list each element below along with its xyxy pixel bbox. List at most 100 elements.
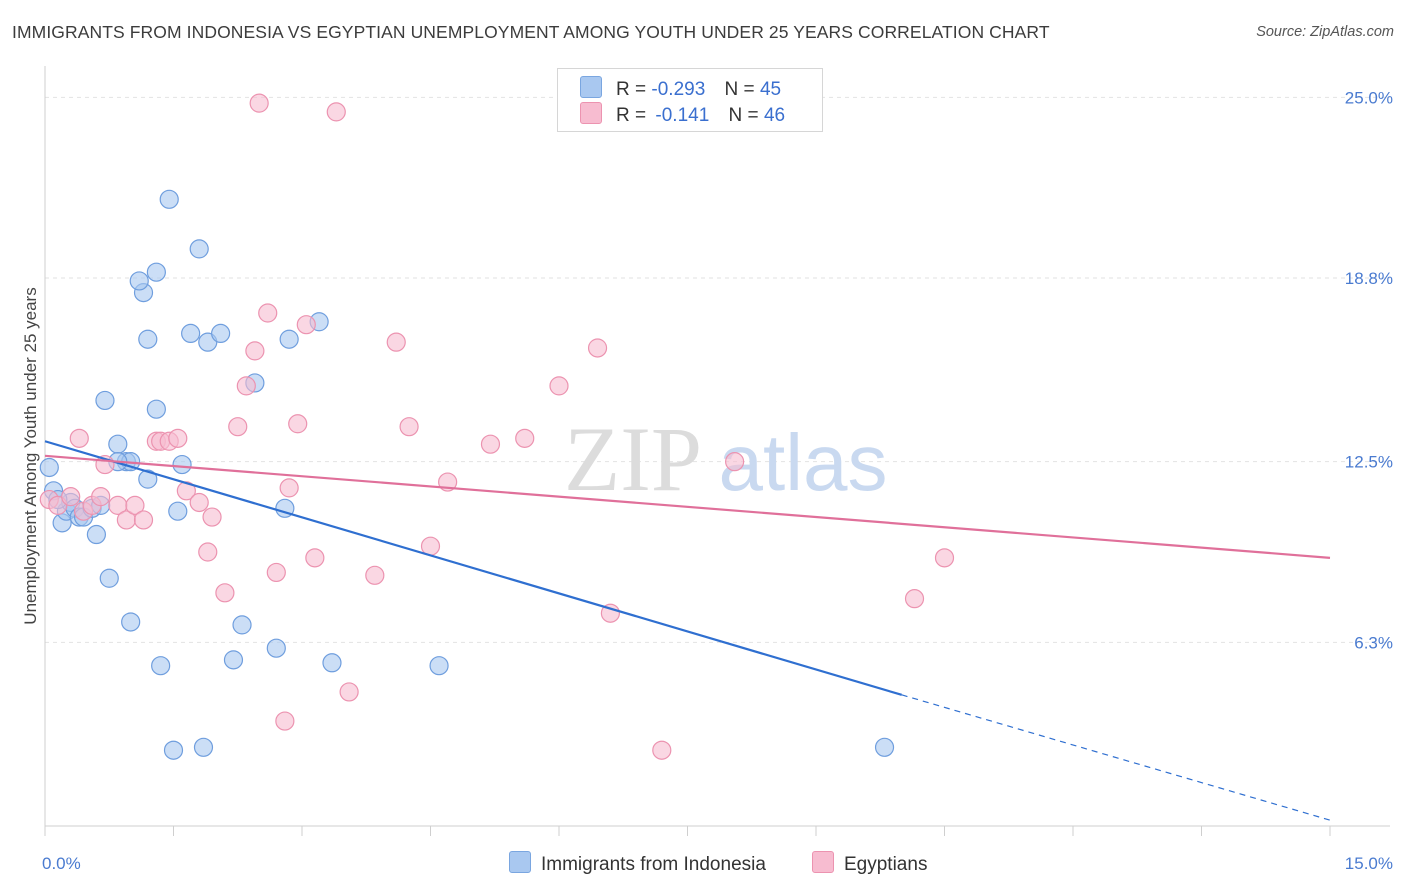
point-egyptians <box>365 565 385 585</box>
bottom-legend-label-indonesia: Immigrants from Indonesia <box>541 854 766 875</box>
data-points <box>39 93 955 760</box>
point-egyptians <box>587 338 608 358</box>
legend-r-value: -0.293 <box>651 79 706 100</box>
point-egyptians <box>189 492 209 513</box>
bottom-legend-swatch-egyptians <box>812 851 834 873</box>
point-egyptians <box>515 428 535 448</box>
point-indonesia <box>232 615 252 635</box>
point-egyptians <box>386 332 406 352</box>
point-indonesia <box>189 239 209 259</box>
point-egyptians <box>236 376 256 396</box>
point-indonesia <box>168 501 188 521</box>
point-egyptians <box>339 682 359 702</box>
source-label: Source: ZipAtlas.com <box>1256 24 1394 40</box>
trend-line-indonesia-extension <box>901 694 1331 821</box>
legend-swatch-egyptians <box>580 102 602 124</box>
point-indonesia <box>138 329 158 349</box>
point-indonesia <box>146 262 166 282</box>
point-indonesia <box>146 399 166 419</box>
point-egyptians <box>198 542 218 562</box>
point-egyptians <box>296 315 316 335</box>
watermark-zip: ZIP <box>564 408 702 510</box>
point-egyptians <box>69 428 89 448</box>
y-tick-label: 12.5% <box>1345 453 1393 472</box>
legend-n-label: N = <box>728 105 759 126</box>
point-egyptians <box>934 548 955 568</box>
trend-line-indonesia <box>44 440 902 696</box>
grid-lines <box>45 96 1390 643</box>
point-egyptians <box>249 93 269 113</box>
point-indonesia <box>108 434 128 454</box>
point-egyptians <box>245 341 265 361</box>
point-egyptians <box>904 589 925 609</box>
point-indonesia <box>322 653 342 673</box>
watermark-atlas: atlas <box>719 418 888 507</box>
point-indonesia <box>86 524 107 545</box>
point-indonesia <box>279 329 299 349</box>
point-egyptians <box>326 102 346 122</box>
point-egyptians <box>549 376 569 396</box>
point-indonesia <box>163 740 184 760</box>
point-egyptians <box>133 510 154 530</box>
point-indonesia <box>95 390 115 411</box>
point-indonesia <box>266 638 286 658</box>
point-egyptians <box>288 414 308 434</box>
point-egyptians <box>202 507 222 527</box>
point-egyptians <box>725 452 745 472</box>
legend-n-label: N = <box>724 79 755 100</box>
point-egyptians <box>258 303 278 323</box>
point-indonesia <box>172 454 192 475</box>
point-egyptians <box>305 548 325 568</box>
point-egyptians <box>652 740 672 760</box>
point-indonesia <box>138 469 158 489</box>
y-tick-label: 25.0% <box>1345 88 1393 107</box>
legend-n-value: 46 <box>763 105 786 126</box>
point-egyptians <box>215 583 235 603</box>
legend-row-egyptians: R = -0.141 N = 46 <box>580 102 785 126</box>
point-indonesia <box>129 271 149 291</box>
legend: R = -0.293 N = 45 R = -0.141 N = 46 <box>557 68 823 132</box>
legend-n-value: 45 <box>759 79 782 100</box>
bottom-legend-indonesia: Immigrants from Indonesia <box>509 851 766 876</box>
point-indonesia <box>181 323 201 344</box>
point-egyptians <box>125 495 145 515</box>
point-indonesia <box>151 656 171 676</box>
point-egyptians <box>600 603 621 623</box>
legend-row-indonesia: R = -0.293 N = 45 <box>580 76 781 100</box>
point-indonesia <box>99 568 119 588</box>
trend-lines <box>44 440 1331 821</box>
legend-r-label: R = <box>616 105 647 126</box>
tick-labels: 6.3% 12.5% 18.8% 25.0% 0.0% 15.0% <box>42 88 1393 873</box>
bottom-legend-egyptians: Egyptians <box>812 851 927 876</box>
point-egyptians <box>275 711 295 731</box>
legend-swatch-indonesia <box>580 76 602 98</box>
point-indonesia <box>211 323 231 344</box>
point-egyptians <box>279 478 299 498</box>
y-tick-label: 18.8% <box>1345 269 1393 288</box>
point-egyptians <box>228 417 248 437</box>
point-egyptians <box>176 481 196 501</box>
point-indonesia <box>121 612 141 632</box>
legend-r-value: -0.141 <box>655 105 710 126</box>
point-indonesia <box>159 189 179 209</box>
y-axis-label: Unemployment Among Youth under 25 years <box>21 287 40 624</box>
point-egyptians <box>91 487 111 507</box>
x-tick-label: 0.0% <box>42 854 81 873</box>
point-egyptians <box>480 434 501 454</box>
point-indonesia <box>874 737 895 757</box>
point-indonesia <box>193 737 214 757</box>
watermark: ZIP atlas <box>564 408 887 510</box>
chart-title: IMMIGRANTS FROM INDONESIA VS EGYPTIAN UN… <box>12 22 1050 42</box>
point-egyptians <box>61 487 81 507</box>
legend-r-label: R = <box>616 79 647 100</box>
point-indonesia <box>429 656 449 676</box>
x-tick-label: 15.0% <box>1345 854 1393 873</box>
bottom-legend-swatch-indonesia <box>509 851 531 873</box>
point-egyptians <box>266 562 286 583</box>
point-indonesia <box>39 457 59 478</box>
point-indonesia <box>223 650 244 670</box>
bottom-legend-label-egyptians: Egyptians <box>844 854 928 875</box>
axes <box>44 66 1390 836</box>
y-tick-label: 6.3% <box>1354 633 1393 652</box>
